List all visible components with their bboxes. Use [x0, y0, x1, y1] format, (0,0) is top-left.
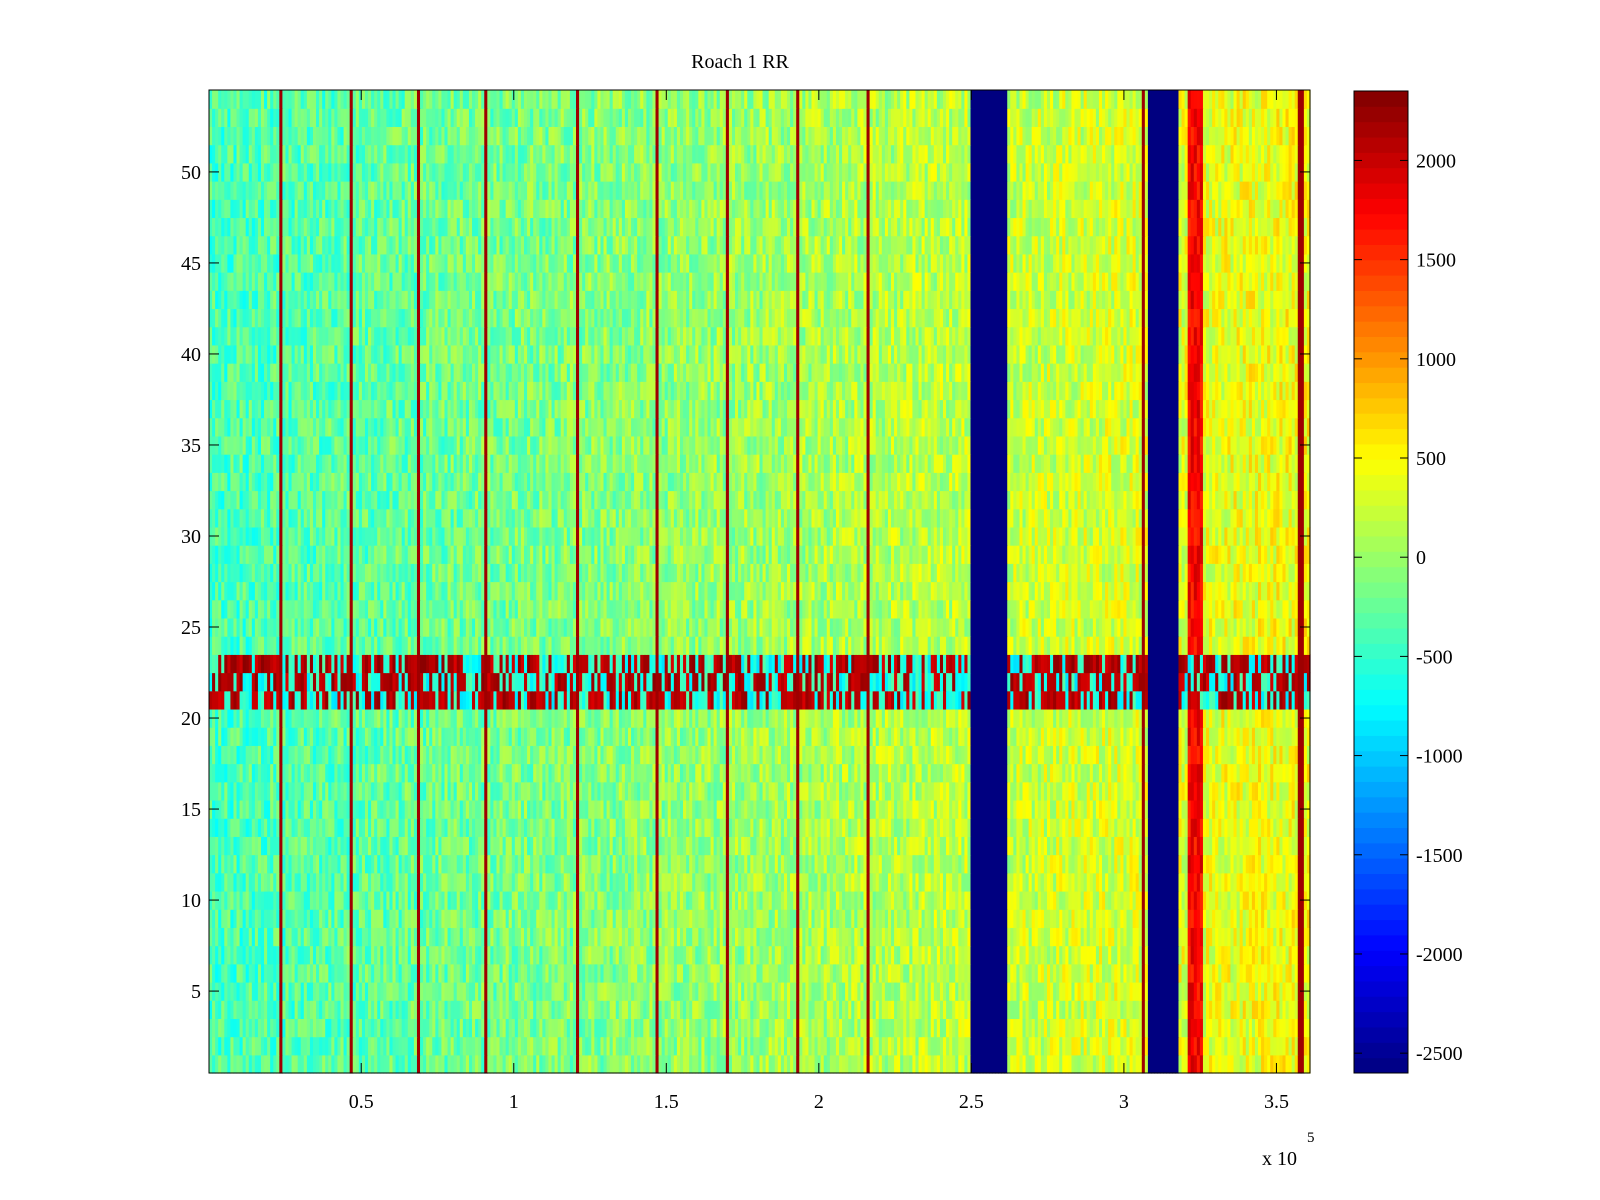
chart-title: Roach 1 RR	[691, 51, 789, 73]
heatmap-figure: Roach 1 RR 0.5 1 1.5 2 2.5 3 3.5 5101520253035…	[0, 0, 1600, 1200]
heatmap-cells	[209, 90, 1311, 1074]
